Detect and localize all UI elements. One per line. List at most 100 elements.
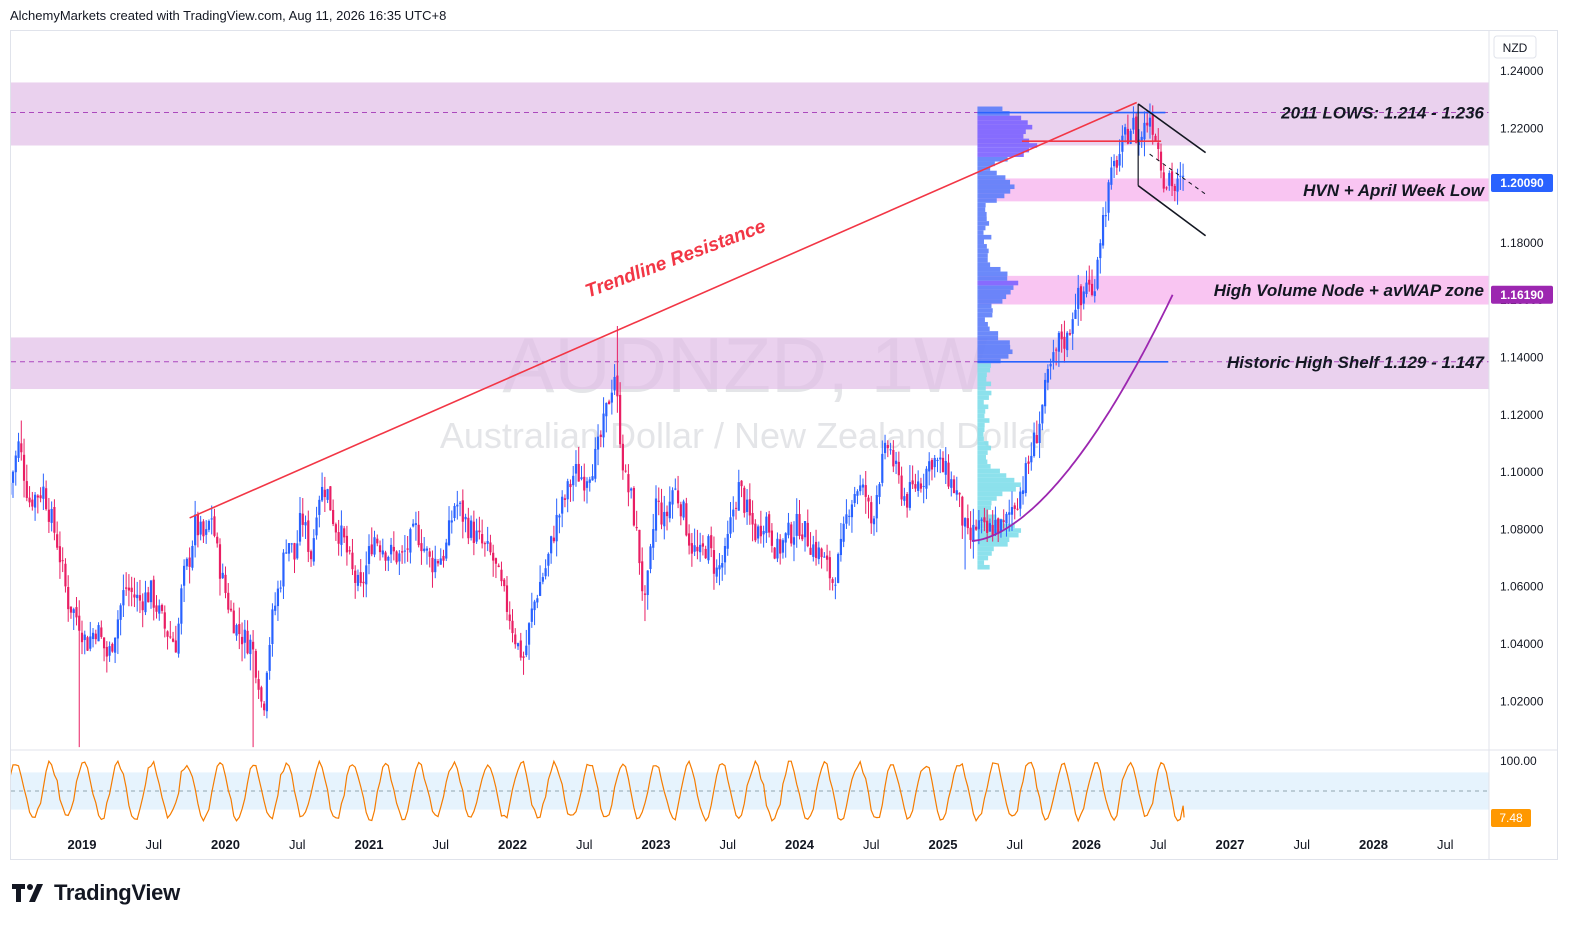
candle[interactable] [983, 507, 986, 532]
candle[interactable] [251, 630, 255, 748]
candle[interactable] [25, 464, 28, 502]
candle[interactable] [354, 565, 357, 599]
candle[interactable] [718, 553, 721, 586]
candle[interactable] [591, 464, 594, 481]
candle[interactable] [701, 535, 705, 556]
candle[interactable] [1179, 162, 1182, 190]
candle[interactable] [859, 474, 862, 496]
candle[interactable] [315, 506, 318, 540]
candle[interactable] [78, 600, 81, 748]
candle[interactable] [580, 465, 583, 481]
candle[interactable] [86, 635, 89, 652]
candle[interactable] [1099, 239, 1102, 274]
candle[interactable] [726, 520, 729, 556]
candle[interactable] [552, 525, 555, 544]
candle[interactable] [732, 496, 735, 533]
candle[interactable] [630, 487, 633, 499]
candle[interactable] [525, 629, 528, 658]
candle[interactable] [387, 555, 390, 572]
candle[interactable] [100, 620, 103, 639]
candle[interactable] [475, 518, 478, 544]
candle[interactable] [861, 478, 865, 496]
trendline-resistance[interactable] [189, 101, 1138, 519]
candle[interactable] [80, 620, 84, 655]
candle[interactable] [765, 512, 768, 543]
candle[interactable] [417, 511, 420, 548]
candle[interactable] [439, 548, 442, 565]
candle[interactable] [39, 487, 42, 503]
candle[interactable] [649, 543, 652, 574]
candle[interactable] [28, 486, 31, 508]
candle[interactable] [282, 549, 285, 599]
candle[interactable] [688, 524, 691, 555]
candle[interactable] [334, 522, 337, 541]
candle[interactable] [585, 477, 589, 504]
candle[interactable] [757, 524, 760, 544]
candle[interactable] [17, 432, 20, 462]
candle[interactable] [221, 563, 224, 580]
candle[interactable] [867, 494, 870, 519]
candle[interactable] [933, 454, 936, 478]
zone-band-2[interactable] [978, 275, 1489, 305]
candle[interactable] [163, 605, 166, 638]
candle[interactable] [671, 487, 674, 519]
candle[interactable] [522, 651, 525, 675]
candle[interactable] [872, 515, 876, 536]
candle[interactable] [445, 538, 448, 562]
candle[interactable] [894, 451, 898, 475]
candle[interactable] [9, 481, 12, 499]
candle[interactable] [1143, 111, 1146, 157]
candle[interactable] [928, 452, 931, 486]
candle[interactable] [47, 497, 50, 534]
zone-label-2[interactable]: High Volume Node + avWAP zone [1214, 281, 1484, 300]
candle[interactable] [1032, 422, 1036, 458]
candle[interactable] [64, 558, 67, 593]
candle[interactable] [20, 420, 23, 461]
candle[interactable] [596, 424, 600, 466]
candle[interactable] [33, 492, 37, 521]
candle[interactable] [470, 515, 473, 541]
candle[interactable] [1021, 476, 1025, 505]
candle[interactable] [1159, 143, 1163, 179]
drawings-layer[interactable] [189, 101, 1207, 542]
candle[interactable] [883, 434, 887, 460]
candle[interactable] [950, 471, 953, 497]
candle[interactable] [1110, 156, 1113, 190]
candle[interactable] [323, 476, 326, 513]
candle[interactable] [14, 450, 17, 486]
candle[interactable] [1035, 420, 1038, 444]
candle[interactable] [83, 630, 86, 655]
candle[interactable] [191, 540, 194, 571]
candle[interactable] [610, 379, 613, 415]
candle[interactable] [856, 489, 859, 505]
candle[interactable] [378, 540, 382, 561]
candle[interactable] [414, 511, 418, 541]
candle[interactable] [734, 501, 738, 520]
candle[interactable] [602, 397, 605, 448]
candle[interactable] [160, 603, 164, 614]
candle[interactable] [820, 547, 823, 569]
candle[interactable] [108, 641, 111, 662]
candle[interactable] [1041, 404, 1044, 431]
candle[interactable] [431, 550, 434, 588]
candle[interactable] [966, 504, 969, 535]
candle[interactable] [508, 601, 511, 630]
candle[interactable] [1165, 186, 1168, 191]
candle[interactable] [89, 621, 92, 652]
candle[interactable] [428, 547, 431, 568]
candle[interactable] [674, 478, 677, 491]
candle[interactable] [395, 550, 398, 565]
candle[interactable] [359, 559, 362, 587]
candle[interactable] [977, 509, 980, 545]
candle[interactable] [309, 549, 313, 567]
candle[interactable] [897, 451, 900, 484]
candle[interactable] [296, 530, 299, 560]
candle[interactable] [307, 510, 310, 563]
candle[interactable] [155, 595, 158, 619]
candle[interactable] [97, 622, 100, 642]
candle[interactable] [483, 541, 487, 557]
candle[interactable] [337, 519, 340, 556]
candle[interactable] [1101, 207, 1105, 249]
candle[interactable] [464, 513, 467, 533]
candle[interactable] [550, 535, 553, 564]
